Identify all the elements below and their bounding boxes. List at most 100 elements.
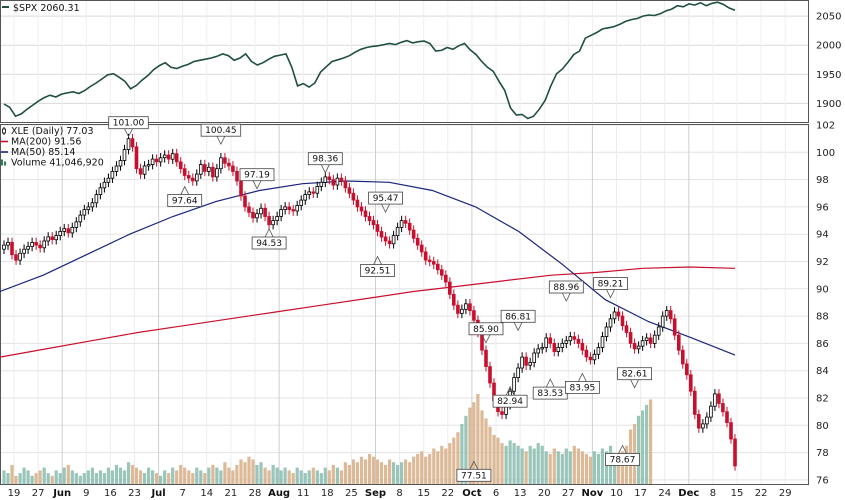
candle-body (427, 259, 432, 262)
candle-body (580, 342, 585, 351)
volume-bar (114, 464, 119, 484)
ma50-line (0, 180, 736, 356)
volume-bar (275, 467, 279, 484)
volume-bar (102, 473, 106, 484)
candle (709, 401, 713, 422)
candle-body (219, 157, 223, 170)
candle-body (299, 199, 303, 207)
x-tick-label: 13 (514, 488, 527, 499)
x-tick-label: 23 (128, 488, 141, 499)
candle-body (70, 226, 75, 234)
volume-bar (480, 410, 484, 484)
volume-bar (151, 470, 155, 484)
candle (460, 304, 464, 319)
candle-body (174, 153, 179, 163)
callout-pointer (216, 135, 226, 146)
candle (263, 203, 267, 222)
candle-body (652, 334, 657, 344)
candle-body (464, 303, 468, 310)
price-callout: 89.21 (593, 277, 628, 299)
volume-bar (291, 473, 295, 484)
candle (552, 338, 557, 357)
candle-body (520, 356, 524, 369)
candle (379, 226, 384, 242)
candle (26, 241, 30, 254)
candle-body (443, 274, 448, 283)
volume-bar (392, 462, 396, 484)
candle (347, 183, 352, 199)
candle-body (202, 164, 207, 172)
callout-label: 78.67 (610, 456, 636, 466)
candle-body (701, 423, 705, 429)
candle-body (725, 411, 729, 424)
volume-bar (211, 464, 215, 484)
volume-bar (58, 473, 62, 484)
candle (367, 211, 372, 226)
candle-body (259, 207, 263, 215)
candle-body (22, 248, 26, 254)
candle (383, 232, 388, 246)
volume-bar (404, 459, 408, 484)
volume-bar (388, 459, 392, 484)
volume-bar (323, 467, 327, 484)
volume-bar (34, 473, 38, 484)
candle (685, 359, 689, 380)
candle-body (524, 356, 528, 366)
x-tick-label: 17 (634, 488, 647, 499)
candle-body (656, 326, 661, 336)
candle (713, 389, 717, 411)
volume-bar (311, 467, 315, 484)
callout-box (251, 236, 287, 250)
x-tick-label: 6 (493, 488, 499, 499)
candle-body (14, 254, 18, 261)
candle (560, 338, 565, 353)
price-callout: 78.67 (605, 444, 640, 466)
candle (198, 159, 203, 179)
volume-bar (279, 470, 283, 484)
volume-bar (596, 454, 600, 484)
volume-bar (86, 470, 90, 484)
candle (66, 223, 71, 238)
candle-body (110, 170, 115, 179)
candle (721, 398, 725, 417)
candle (681, 345, 685, 369)
candle-body (560, 342, 565, 348)
volume-bar (616, 456, 621, 484)
callout-box (492, 394, 528, 408)
candle-body (648, 337, 653, 344)
candle (363, 206, 368, 222)
candle (54, 230, 58, 245)
candle-body (399, 220, 404, 228)
candle-body (423, 251, 428, 261)
candle-body (78, 214, 83, 223)
x-tick-label: 8 (396, 488, 402, 499)
candle (652, 330, 657, 349)
candle (620, 311, 625, 331)
candle-body (733, 438, 737, 467)
candle-body (616, 311, 621, 317)
candle (130, 133, 135, 152)
volume-bar (14, 475, 18, 484)
candle-body (206, 166, 211, 172)
volume-bar (267, 470, 271, 484)
candle (114, 161, 119, 177)
xle-y-tick-label: 90 (816, 284, 829, 295)
candle-body (34, 241, 38, 246)
candle (154, 154, 159, 167)
candle-body (10, 241, 14, 256)
volume-bar (468, 407, 472, 484)
x-tick-label: 19 (8, 488, 21, 499)
candle-body (431, 261, 436, 265)
candle-body (721, 403, 725, 413)
candle (564, 335, 569, 349)
candle (733, 434, 737, 471)
candle (447, 277, 452, 300)
candle (10, 237, 14, 260)
volume-bar (396, 464, 400, 484)
volume-bar (251, 459, 255, 484)
xle-y-axis: 76 78 80 82 84 86 88 90 92 94 96 98 100 102 (816, 121, 835, 487)
candle-body (709, 405, 713, 418)
spx-y-tick-label: 1900 (816, 99, 841, 110)
candle-body (588, 356, 593, 361)
